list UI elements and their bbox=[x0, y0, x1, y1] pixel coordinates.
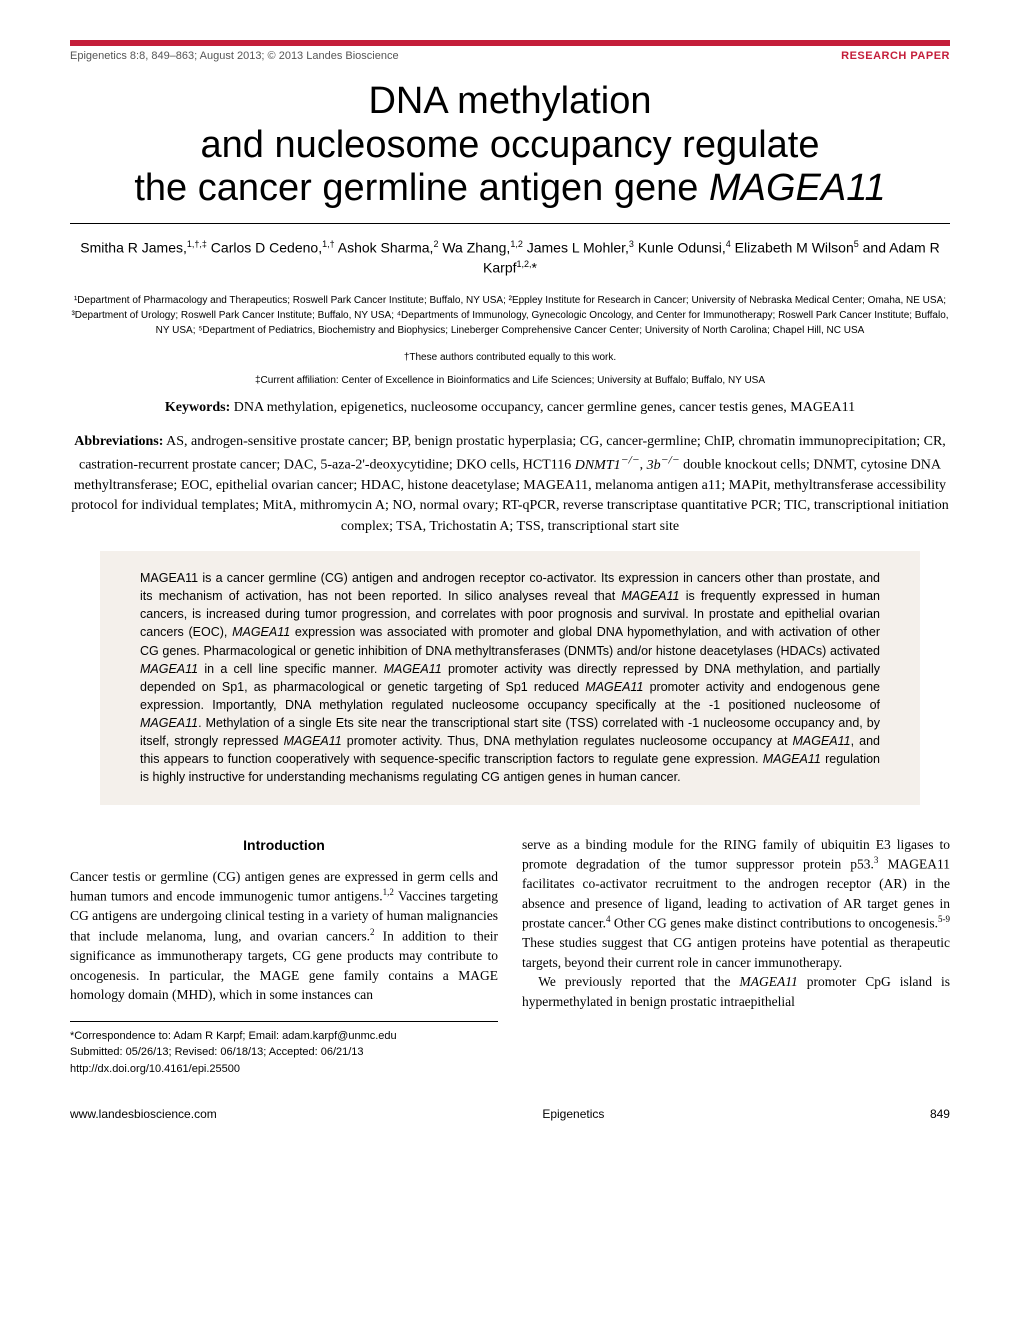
accent-bar bbox=[70, 40, 950, 46]
column-left: Introduction Cancer testis or germline (… bbox=[70, 835, 498, 1078]
title-rule bbox=[70, 223, 950, 224]
submission-dates: Submitted: 05/26/13; Revised: 06/18/13; … bbox=[70, 1044, 498, 1061]
equal-contribution-note: †These authors contributed equally to th… bbox=[70, 352, 950, 363]
affiliations: ¹Department of Pharmacology and Therapeu… bbox=[70, 293, 950, 338]
footer-journal: Epigenetics bbox=[542, 1107, 604, 1121]
abbreviations-label: Abbreviations: bbox=[74, 434, 163, 449]
keywords-text: DNA methylation, epigenetics, nucleosome… bbox=[230, 400, 855, 415]
title-line-2: and nucleosome occupancy regulate bbox=[201, 124, 820, 166]
intro-paragraph-1-cont: serve as a binding module for the RING f… bbox=[522, 835, 950, 973]
current-affiliation-note: ‡Current affiliation: Center of Excellen… bbox=[70, 375, 950, 386]
title-gene-name: MAGEA11 bbox=[709, 167, 886, 209]
page-footer: www.landesbioscience.com Epigenetics 849 bbox=[70, 1107, 950, 1121]
column-right: serve as a binding module for the RING f… bbox=[522, 835, 950, 1078]
introduction-heading: Introduction bbox=[70, 835, 498, 855]
intro-paragraph-2: We previously reported that the MAGEA11 … bbox=[522, 972, 950, 1011]
body-columns: Introduction Cancer testis or germline (… bbox=[70, 835, 950, 1078]
intro-paragraph-1: Cancer testis or germline (CG) antigen g… bbox=[70, 867, 498, 1005]
doi-link[interactable]: http://dx.doi.org/10.4161/epi.25500 bbox=[70, 1061, 498, 1078]
authors: Smitha R James,1,†,‡ Carlos D Cedeno,1,†… bbox=[70, 238, 950, 279]
footer-page-number: 849 bbox=[930, 1107, 950, 1121]
title-line-1: DNA methylation bbox=[368, 80, 651, 122]
abbreviations-text: AS, androgen-sensitive prostate cancer; … bbox=[71, 434, 949, 534]
paper-type-label: RESEARCH PAPER bbox=[841, 50, 950, 62]
abbreviations: Abbreviations: AS, androgen-sensitive pr… bbox=[70, 432, 950, 537]
title-line-3a: the cancer germline antigen gene bbox=[134, 167, 709, 209]
correspondence-box: *Correspondence to: Adam R Karpf; Email:… bbox=[70, 1021, 498, 1078]
correspondence-line: *Correspondence to: Adam R Karpf; Email:… bbox=[70, 1028, 498, 1045]
keywords: Keywords: DNA methylation, epigenetics, … bbox=[70, 398, 950, 418]
keywords-label: Keywords: bbox=[165, 400, 230, 415]
paper-title: DNA methylation and nucleosome occupancy… bbox=[70, 80, 950, 211]
citation: Epigenetics 8:8, 849–863; August 2013; ©… bbox=[70, 50, 399, 62]
header-row: Epigenetics 8:8, 849–863; August 2013; ©… bbox=[70, 50, 950, 62]
footer-url[interactable]: www.landesbioscience.com bbox=[70, 1107, 217, 1121]
abstract: MAGEA11 is a cancer germline (CG) antige… bbox=[100, 551, 920, 805]
